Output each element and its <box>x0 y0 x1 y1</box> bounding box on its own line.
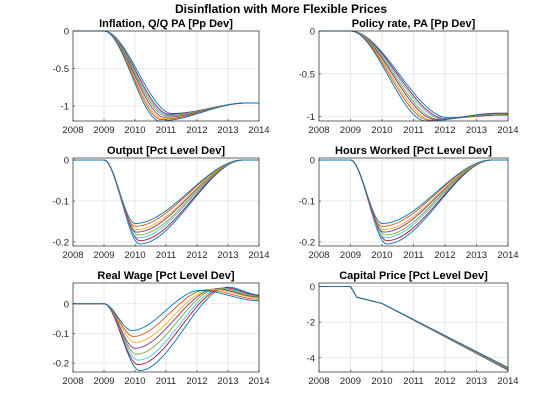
y-tick-label: -2 <box>307 318 315 329</box>
y-tick-label: -0.5 <box>299 69 315 80</box>
x-tick-label: 2012 <box>186 250 207 261</box>
x-tick-label: 2014 <box>497 250 518 261</box>
y-tick-label: -0.2 <box>53 237 69 248</box>
x-tick-label: 2014 <box>248 250 269 261</box>
x-tick-label: 2012 <box>186 376 207 387</box>
subplot-grid: 2008 2009 2010 2011 2012 2013 2014 0 -0.5 -1 Infla… <box>53 18 519 387</box>
y-tick-label: 0 <box>310 282 315 293</box>
x-tick-label: 2012 <box>434 250 455 261</box>
figure-title: Disinflation with More Flexible Prices <box>175 2 387 16</box>
x-tick-label: 2014 <box>248 376 269 387</box>
y-tick-label: -4 <box>307 353 315 364</box>
x-tick-label: 2014 <box>248 125 269 136</box>
x-tick-label: 2013 <box>217 250 238 261</box>
x-tick-label: 2010 <box>371 125 392 136</box>
y-tick-label: -1 <box>61 102 69 113</box>
x-tick-label: 2008 <box>308 250 329 261</box>
x-tick-label: 2009 <box>93 376 114 387</box>
x-tick-label: 2011 <box>403 250 423 261</box>
y-tick-label: -0.1 <box>299 196 315 207</box>
x-tick-label: 2010 <box>124 250 145 261</box>
y-tick-label: 0 <box>64 27 69 38</box>
subplot-2: 2008 2009 2010 2011 2012 2013 2014 0 -0.5 -1 Polic… <box>299 18 519 136</box>
x-tick-label: 2008 <box>62 250 83 261</box>
x-tick-label: 2009 <box>340 376 361 387</box>
series-line-1 <box>319 286 509 368</box>
subplot-title: Hours Worked [Pct Level Dev] <box>335 145 492 157</box>
x-tick-label: 2013 <box>217 376 238 387</box>
y-tick-label: 0 <box>310 156 315 167</box>
y-tick-label: -0.2 <box>53 359 69 370</box>
x-tick-label: 2011 <box>403 376 423 387</box>
x-tick-label: 2008 <box>308 125 329 136</box>
subplot-title: Capital Price [Pct Level Dev] <box>339 270 488 282</box>
x-tick-label: 2010 <box>371 250 392 261</box>
y-tick-label: -0.2 <box>299 237 315 248</box>
subplot-title: Real Wage [Pct Level Dev] <box>97 270 234 282</box>
y-tick-label: -0.5 <box>53 64 69 75</box>
x-tick-label: 2010 <box>124 125 145 136</box>
x-tick-label: 2013 <box>466 376 487 387</box>
y-tick-label: -1 <box>307 112 315 123</box>
subplot-1: 2008 2009 2010 2011 2012 2013 2014 0 -0.5 -1 Infla… <box>53 18 270 136</box>
y-tick-label: 0 <box>64 156 69 167</box>
x-tick-label: 2009 <box>93 250 114 261</box>
x-tick-label: 2009 <box>340 125 361 136</box>
x-tick-label: 2011 <box>156 376 176 387</box>
y-tick-label: -0.1 <box>53 329 69 340</box>
x-tick-label: 2009 <box>340 250 361 261</box>
subplot-3: 2008 2009 2010 2011 2012 2013 2014 0 -0.1 -0.2 Out… <box>53 145 270 261</box>
x-tick-label: 2008 <box>62 376 83 387</box>
x-tick-label: 2008 <box>62 125 83 136</box>
x-tick-label: 2010 <box>371 376 392 387</box>
subplot-title: Inflation, Q/Q PA [Pp Dev] <box>99 18 233 30</box>
x-tick-label: 2013 <box>466 250 487 261</box>
subplot-4: 2008 2009 2010 2011 2012 2013 2014 0 -0.1 -0.2 Hou… <box>299 145 519 261</box>
x-tick-label: 2011 <box>156 125 176 136</box>
x-tick-label: 2012 <box>434 376 455 387</box>
subplot-5: 2008 2009 2010 2011 2012 2013 2014 0 -0.1 -0.2 Rea… <box>53 270 270 387</box>
subplot-6: 2008 2009 2010 2011 2012 2013 2014 0 -2 -4 Capital… <box>307 270 519 387</box>
x-tick-label: 2014 <box>497 376 518 387</box>
series-line-1 <box>73 289 260 331</box>
y-tick-label: -0.1 <box>53 196 69 207</box>
y-tick-label: 0 <box>310 27 315 38</box>
x-tick-label: 2011 <box>156 250 176 261</box>
x-tick-label: 2008 <box>308 376 329 387</box>
subplot-title: Output [Pct Level Dev] <box>107 145 225 157</box>
x-tick-label: 2013 <box>217 125 238 136</box>
x-tick-label: 2013 <box>466 125 487 136</box>
x-tick-label: 2012 <box>186 125 207 136</box>
x-tick-label: 2009 <box>93 125 114 136</box>
series-line-1 <box>73 159 259 224</box>
x-tick-label: 2011 <box>403 125 423 136</box>
y-tick-label: 0 <box>64 299 69 310</box>
x-tick-label: 2012 <box>434 125 455 136</box>
subplot-title: Policy rate, PA [Pp Dev] <box>352 18 476 30</box>
series-line-1 <box>319 159 508 224</box>
x-tick-label: 2014 <box>497 125 518 136</box>
x-tick-label: 2010 <box>124 376 145 387</box>
